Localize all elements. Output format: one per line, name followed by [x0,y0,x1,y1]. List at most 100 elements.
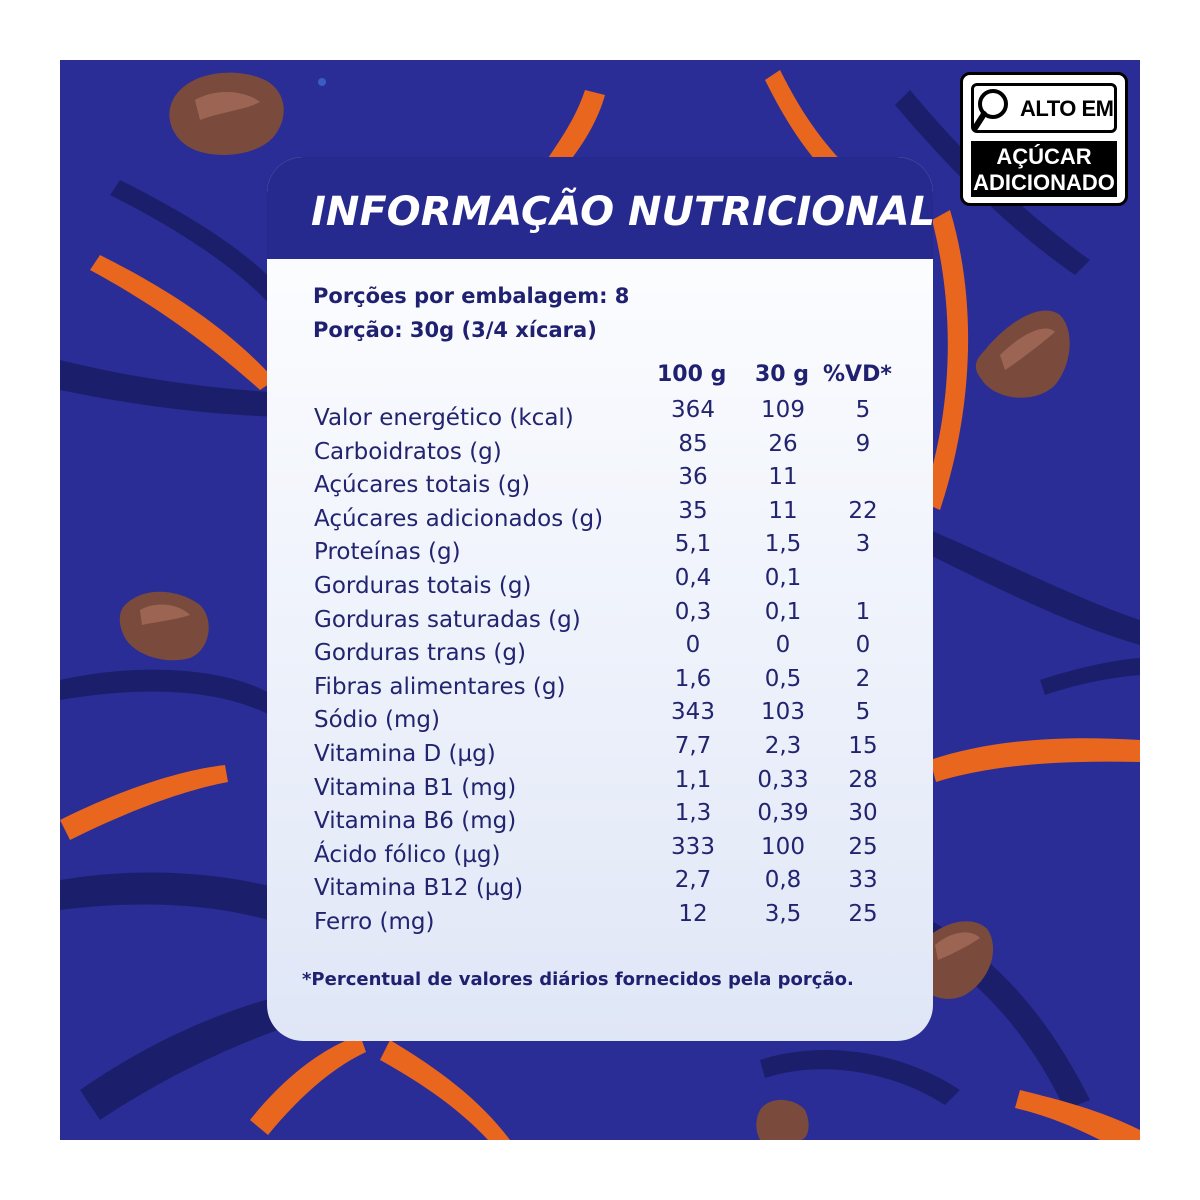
nutrient-name: Vitamina B12 (µg) [314,875,524,902]
nutrient-name: Gorduras saturadas (g) [314,606,581,633]
warning-line-2: ADICIONADO [973,170,1115,195]
table-row: Vitamina B12 (µg) 2,7 0,8 33 [267,867,933,901]
nutrient-name: Carboidratos (g) [314,438,502,465]
warning-top-text: ALTO EM [1020,96,1114,121]
table-row: Fibras alimentares (g) 1,6 0,5 2 [267,666,933,700]
value-per-30g: 0,1 [764,565,802,591]
nutrient-name: Sódio (mg) [314,707,440,734]
column-header-100g: 100 g [657,362,727,387]
cereal-piece [756,1099,809,1140]
value-per-30g: 103 [761,699,805,726]
column-header-vd: %VD* [823,362,892,387]
value-vd: 9 [855,430,871,457]
value-per-30g: 0,5 [764,665,802,692]
value-vd: 5 [855,397,871,423]
table-row: Ácido fólico (µg) 333 100 25 [267,834,933,868]
nutrient-name: Vitamina B6 (mg) [314,808,517,835]
table-row: Proteínas (g) 5,1 1,5 3 [267,531,933,565]
value-per-100g: 12 [678,901,708,927]
value-vd: 15 [848,733,878,759]
cereal-piece [975,310,1070,398]
nutrient-name: Vitamina D (µg) [314,741,496,767]
warning-label-body: AÇÚCAR ADICIONADO [971,141,1117,197]
table-row: Vitamina B1 (mg) 1,1 0,33 28 [267,767,933,801]
nutrition-card-header: INFORMAÇÃO NUTRICIONAL [267,157,933,259]
column-header-30g: 30 g [755,362,810,387]
table-row: Ferro (mg) 12 3,5 25 [267,901,933,935]
nutrient-name: Gorduras trans (g) [314,640,526,667]
table-row: Gorduras trans (g) 0 0 0 [267,632,933,666]
value-vd: 30 [848,800,878,827]
value-vd: 25 [848,901,878,927]
value-per-30g: 1,5 [764,531,802,558]
value-per-100g: 333 [671,833,715,860]
value-per-100g: 1,6 [674,665,712,692]
value-per-100g: 5,1 [674,531,712,558]
value-vd: 3 [855,531,871,558]
value-per-100g: 0,4 [674,565,712,591]
value-per-100g: 1,1 [674,766,712,793]
value-per-100g: 36 [678,464,708,491]
cereal-piece [169,72,284,155]
servings-per-package: Porções por embalagem: 8 [313,284,630,308]
value-vd: 1 [855,598,871,625]
value-per-30g: 0,1 [764,598,802,625]
high-added-sugar-warning-label: ALTO EM AÇÚCAR ADICIONADO [960,72,1128,206]
nutrition-facts-card: INFORMAÇÃO NUTRICIONAL Porções por embal… [267,157,933,1041]
table-row: Sódio (mg) 343 103 5 [267,699,933,733]
value-vd: 25 [848,833,878,860]
nutrient-name: Valor energético (kcal) [314,405,574,431]
nutrient-name: Açúcares adicionados (g) [314,505,604,532]
cereal-piece [119,591,209,661]
footnote: *Percentual de valores diários fornecido… [302,969,854,990]
nutrient-name: Ácido fólico (µg) [314,841,501,868]
value-per-30g: 100 [761,833,805,860]
nutrient-name: Gorduras totais (g) [314,573,532,599]
value-per-100g: 343 [671,699,715,726]
value-per-100g: 0,3 [674,598,712,625]
value-per-30g: 3,5 [764,901,802,927]
table-row: Gorduras totais (g) 0,4 0,1 [267,565,933,599]
nutrient-name: Açúcares totais (g) [314,472,531,499]
value-per-100g: 1,3 [674,800,712,827]
value-vd: 22 [848,497,878,524]
warning-line-1: AÇÚCAR [996,144,1092,169]
warning-label-header: ALTO EM [971,83,1117,133]
table-row: Açúcares totais (g) 36 11 [267,464,933,498]
value-per-30g: 0,8 [764,867,802,894]
value-per-100g: 35 [678,497,708,524]
value-per-30g: 11 [768,464,798,491]
nutrient-name: Ferro (mg) [314,909,435,935]
value-vd: 2 [855,665,871,692]
value-per-100g: 7,7 [674,733,712,759]
table-row: Carboidratos (g) 85 26 9 [267,431,933,465]
table-row: Vitamina B6 (mg) 1,3 0,39 30 [267,800,933,834]
magnifier-icon [972,89,1008,131]
nutrient-name: Proteínas (g) [314,539,461,566]
value-per-30g: 11 [768,497,798,524]
value-per-100g: 85 [678,430,708,457]
value-vd: 5 [855,699,871,726]
value-per-100g: 2,7 [674,867,712,894]
serving-size: Porção: 30g (3/4 xícara) [313,318,597,342]
value-vd: 28 [848,766,878,793]
value-per-100g: 364 [671,397,715,423]
nutrition-title: INFORMAÇÃO NUTRICIONAL [311,189,933,235]
table-row: Açúcares adicionados (g) 35 11 22 [267,498,933,532]
table-row: Valor energético (kcal) 364 109 5 [267,397,933,431]
value-per-30g: 0,39 [757,800,809,827]
value-per-30g: 109 [761,397,805,423]
cereal-piece [916,921,994,999]
value-vd: 33 [848,867,878,894]
table-row: Gorduras saturadas (g) 0,3 0,1 1 [267,599,933,633]
value-per-100g: 0 [685,632,701,659]
value-per-30g: 26 [768,430,798,457]
value-per-30g: 2,3 [764,733,802,759]
table-row: Vitamina D (µg) 7,7 2,3 15 [267,733,933,767]
nutrient-name: Vitamina B1 (mg) [314,774,517,801]
nutrient-name: Fibras alimentares (g) [314,673,566,700]
value-per-30g: 0,33 [757,766,809,793]
background-pattern [60,70,1140,1140]
value-vd: 0 [855,632,871,659]
value-per-30g: 0 [775,632,791,659]
